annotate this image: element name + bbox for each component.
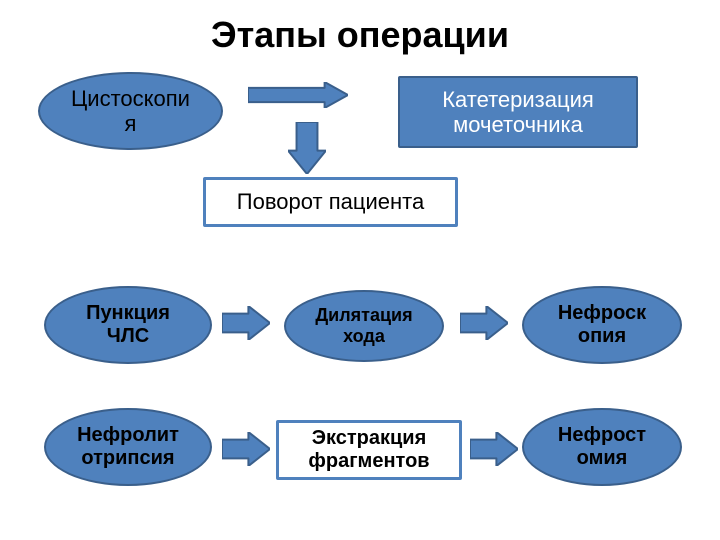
arrow-a2	[288, 122, 326, 174]
slide-title: Этапы операции	[0, 14, 720, 56]
node-dilation: Дилятацияхода	[284, 290, 444, 362]
arrow-a5	[222, 432, 270, 466]
node-nephrostomy: Нефростомия	[522, 408, 682, 486]
node-nephroscopy: Нефроскопия	[522, 286, 682, 364]
arrow-a4	[460, 306, 508, 340]
arrow-a3	[222, 306, 270, 340]
node-turn-patient: Поворот пациента	[203, 177, 458, 227]
node-cystoscopy: Цистоскопия	[38, 72, 223, 150]
arrow-a1	[248, 82, 348, 108]
node-catheterization: Катетеризациямочеточника	[398, 76, 638, 148]
node-extraction: Экстракцияфрагментов	[276, 420, 462, 480]
flowchart-stage: Этапы операции Цистоскопия Катетеризация…	[0, 0, 720, 540]
node-lithotripsy: Нефролитотрипсия	[44, 408, 212, 486]
node-puncture: ПункцияЧЛС	[44, 286, 212, 364]
arrow-a6	[470, 432, 518, 466]
